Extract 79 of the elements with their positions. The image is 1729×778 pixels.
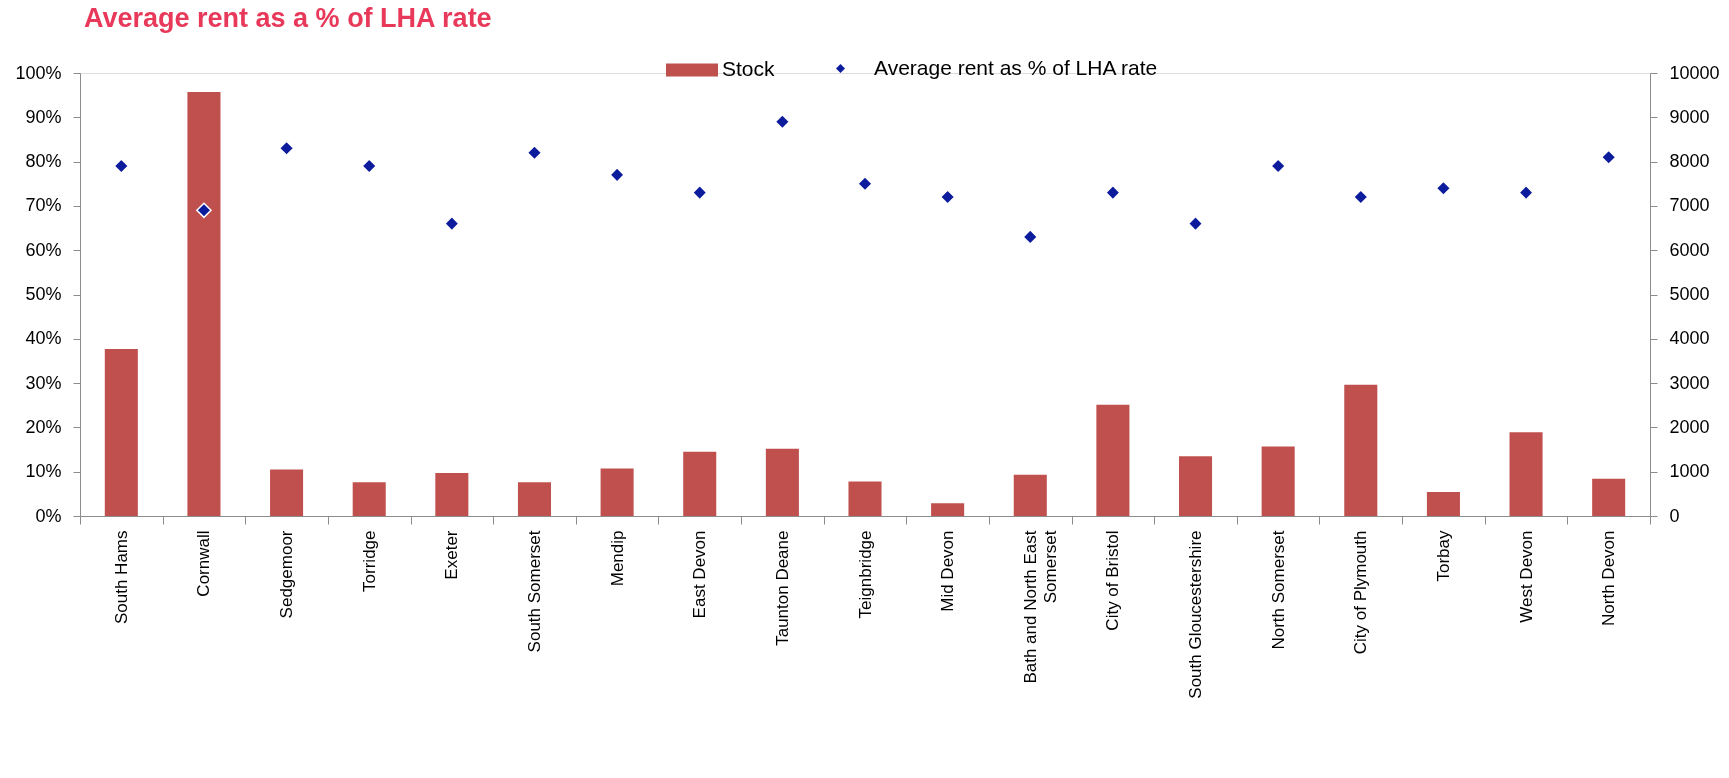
x-tick-label: Torbay	[1433, 530, 1453, 582]
legend-label: Average rent as % of LHA rate	[874, 55, 1158, 79]
y2-tick-label: 10000	[1669, 62, 1720, 83]
x-tick-label: Mid Devon	[938, 530, 958, 612]
y-tick-label: 30%	[25, 372, 62, 393]
bar	[600, 468, 634, 516]
bar	[931, 503, 965, 516]
bar	[187, 92, 221, 516]
point	[1270, 158, 1286, 174]
bar	[1013, 474, 1047, 516]
x-tick-label: East Devon	[690, 530, 710, 619]
point	[113, 158, 130, 174]
point	[444, 215, 460, 232]
x-tick-label: Mendip	[607, 530, 627, 587]
x-tick-label: Torridge	[359, 530, 379, 592]
bar	[352, 482, 386, 516]
bar	[1344, 384, 1378, 516]
x-tick-label: South Somerset	[524, 530, 544, 653]
x-tick-label: North Devon	[1599, 530, 1619, 626]
bar	[848, 481, 882, 516]
y-tick-label: 90%	[25, 106, 62, 127]
x-tick-label: South Hams	[111, 530, 131, 625]
y-tick-label: 20%	[25, 416, 62, 437]
y-tick-label: 100%	[15, 62, 62, 83]
y-tick-label: 70%	[25, 195, 62, 216]
chart-title: Average rent as a % of LHA rate	[84, 3, 492, 33]
y2-tick-label: 6000	[1669, 239, 1710, 260]
point	[1600, 149, 1617, 165]
point	[1187, 215, 1204, 232]
y2-tick-label: 0	[1669, 505, 1680, 526]
y2-tick-label: 1000	[1669, 461, 1710, 482]
point	[1518, 184, 1534, 201]
x-tick-label: Sedgemoor	[277, 530, 297, 619]
x-tick-label: City of Plymouth	[1351, 530, 1371, 655]
bar	[765, 448, 799, 516]
y-tick-label: 80%	[25, 151, 62, 172]
point	[609, 167, 625, 183]
y-tick-label: 50%	[25, 284, 62, 304]
y-tick-label: 40%	[25, 328, 62, 349]
y2-tick-label: 5000	[1669, 284, 1710, 304]
bar	[517, 482, 551, 516]
point	[1352, 189, 1369, 205]
x-tick-label: Bath and North East Somerset	[1020, 530, 1060, 684]
bar	[1426, 492, 1460, 516]
bar	[683, 451, 717, 516]
bar	[435, 473, 469, 516]
y-tick-label: 10%	[25, 461, 62, 482]
point	[278, 140, 295, 157]
y2-tick-label: 2000	[1669, 416, 1710, 437]
x-tick-label: North Somerset	[1268, 530, 1288, 650]
bar	[1592, 478, 1626, 516]
point	[1435, 180, 1452, 196]
bar	[270, 469, 304, 516]
x-tick-label: Teignbridge	[855, 530, 875, 619]
y-tick-label: 60%	[25, 239, 62, 260]
bar	[1096, 404, 1130, 516]
bar	[1261, 446, 1295, 516]
x-tick-label: West Devon	[1516, 530, 1536, 623]
x-tick-label: Taunton Deane	[772, 530, 792, 646]
x-tick-label: Cornwall	[194, 530, 214, 597]
y2-tick-label: 4000	[1669, 328, 1710, 349]
point	[361, 158, 378, 174]
y-tick-label: 0%	[35, 505, 62, 526]
x-tick-label: City of Bristol	[1103, 530, 1123, 631]
y2-tick-label: 3000	[1669, 372, 1710, 393]
bar	[104, 348, 138, 516]
point	[939, 189, 956, 205]
bar	[1509, 432, 1543, 516]
y2-tick-label: 8000	[1669, 151, 1710, 172]
y2-tick-label: 7000	[1669, 195, 1710, 216]
x-tick-label: Exeter	[442, 530, 462, 580]
point	[691, 184, 708, 201]
y2-tick-label: 9000	[1669, 106, 1710, 127]
legend-label: Stock	[722, 57, 776, 80]
x-tick-label: South Gloucestershire	[1186, 530, 1206, 699]
point	[1022, 229, 1039, 245]
point	[196, 202, 212, 219]
bar	[1179, 456, 1213, 516]
point	[1105, 184, 1121, 201]
